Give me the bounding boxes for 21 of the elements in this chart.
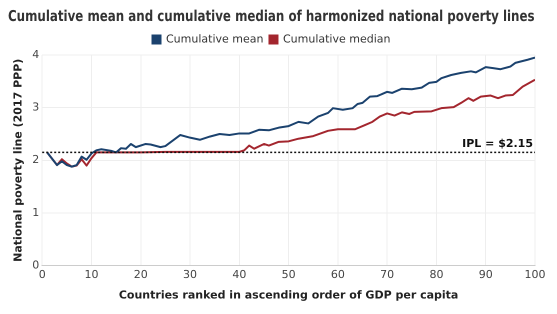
ref-line-label: IPL = $2.15 [462, 136, 533, 150]
x-tick-label: 70 [380, 268, 394, 282]
legend-label: Cumulative median [282, 32, 391, 46]
y-tick-label: 0 [32, 258, 40, 272]
x-tick-label: 90 [478, 268, 493, 282]
y-tick-label: 4 [32, 48, 40, 61]
x-tick-label: 100 [524, 268, 546, 282]
x-tick-label: 10 [84, 268, 98, 282]
x-tick-label: 30 [183, 268, 198, 282]
chart-title: Cumulative mean and cumulative median of harmonized national poverty lines [8, 8, 535, 26]
x-tick-label: 60 [330, 268, 345, 282]
legend-label: Cumulative mean [166, 32, 264, 46]
x-axis-title: Countries ranked in ascending order of GDP per capita [118, 288, 458, 302]
y-tick-label: 2 [32, 153, 40, 166]
y-axis-title: National poverty line (2017 PPP) [11, 58, 24, 262]
x-tick-label: 20 [134, 268, 148, 282]
x-tick-label: 80 [429, 268, 444, 282]
y-tick-label: 3 [32, 100, 40, 114]
y-tick-label: 1 [32, 206, 40, 219]
x-tick-label: 40 [232, 268, 246, 282]
x-tick-label: 50 [282, 268, 296, 282]
